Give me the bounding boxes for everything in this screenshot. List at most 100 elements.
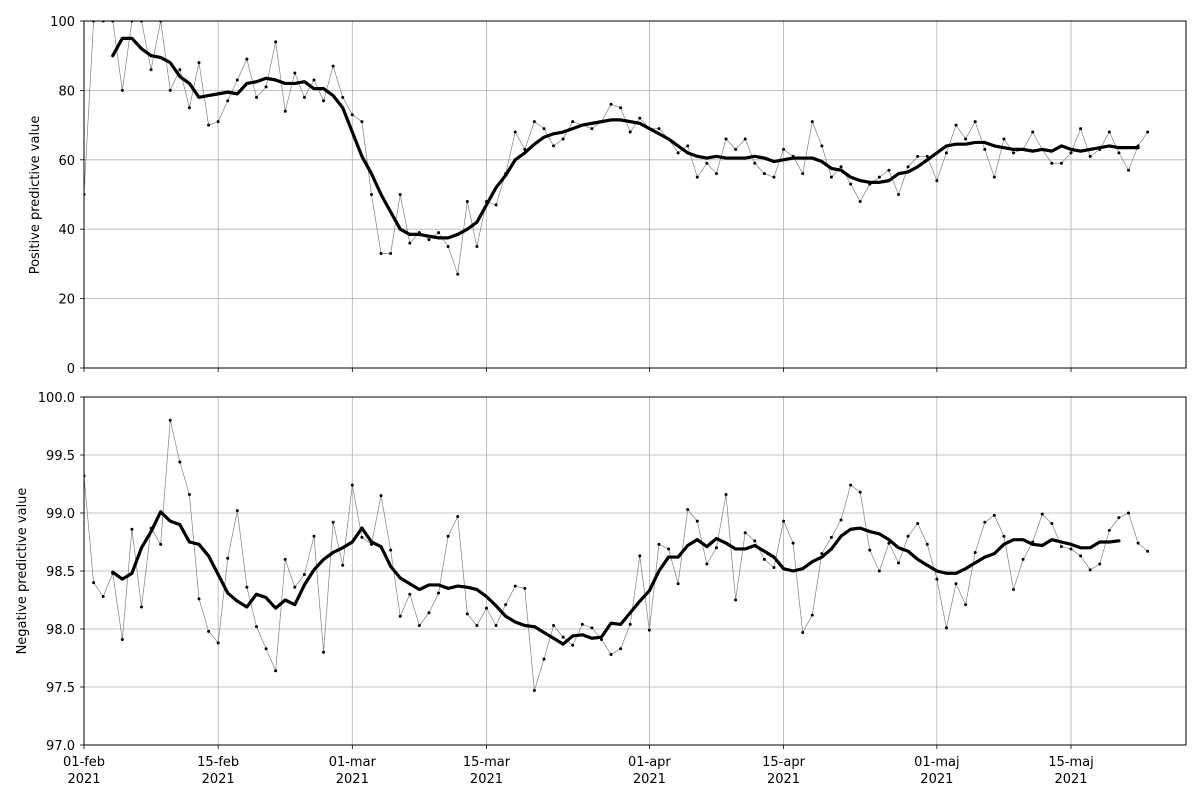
npv-daily-point (513, 584, 517, 588)
ppv-daily-point (561, 137, 565, 141)
npv-daily-point (762, 557, 766, 561)
npv-daily-point (130, 527, 134, 531)
npv-daily-point (686, 508, 690, 512)
npv-daily-point (973, 550, 977, 554)
npv-daily-point (92, 581, 96, 585)
x-tick-label-date: 01-feb (63, 755, 105, 770)
npv-daily-point (274, 669, 278, 673)
ppv-daily-point (992, 175, 996, 179)
x-tick-label-year: 2021 (67, 772, 100, 787)
npv-y-tick-label: 99.5 (46, 449, 75, 464)
npv-daily-line (84, 419, 1149, 691)
npv-daily-point (983, 520, 987, 524)
npv-daily-point (475, 624, 479, 628)
ppv-daily-point (724, 137, 728, 141)
npv-daily-point (849, 483, 853, 487)
x-tick-label-year: 2021 (202, 772, 235, 787)
ppv-plot-frame (83, 20, 1187, 369)
npv-daily-point (532, 688, 536, 692)
npv-daily-point (964, 603, 968, 607)
npv-daily-point (638, 554, 642, 558)
npv-daily-point (714, 546, 718, 550)
npv-daily-point (1127, 511, 1130, 515)
x-tick-label-date: 15-mar (463, 755, 511, 770)
npv-daily-point (293, 585, 297, 589)
npv-daily-point (207, 629, 211, 633)
npv-daily-point (331, 520, 335, 524)
ppv-daily-line (84, 21, 1149, 275)
ppv-x-axis (83, 368, 1072, 372)
npv-daily-point (858, 490, 862, 494)
npv-series-layer (84, 418, 1150, 692)
npv-daily-point (417, 624, 421, 628)
x-tick-label-year: 2021 (336, 772, 369, 787)
ppv-daily-point (916, 154, 920, 158)
npv-daily-point (398, 614, 402, 618)
npv-daily-point (580, 622, 584, 626)
ppv-y-tick-label: 20 (58, 293, 75, 308)
npv-daily-point (1088, 568, 1092, 572)
ppv-daily-point (465, 199, 469, 203)
npv-daily-point (667, 547, 671, 551)
ppv-daily-point (829, 175, 833, 179)
ppv-y-axis-label: Positive predictive value (28, 116, 43, 275)
ppv-daily-point (494, 203, 498, 207)
ppv-daily-point (283, 109, 287, 113)
npv-daily-point (782, 519, 786, 523)
ppv-daily-point (887, 168, 891, 172)
ppv-daily-point (571, 120, 575, 124)
npv-daily-point (1107, 528, 1111, 532)
ppv-daily-point (1059, 161, 1063, 165)
npv-daily-point (235, 509, 239, 513)
ppv-daily-point (590, 127, 594, 131)
npv-daily-point (552, 624, 556, 628)
npv-y-axis: 97.0 97.5 98.0 98.5 99.0 99.5 100.0 (38, 391, 84, 754)
npv-daily-point (1136, 541, 1140, 545)
x-tick-label-date: 01-apr (628, 755, 671, 770)
ppv-daily-point (1107, 130, 1111, 134)
npv-daily-point (1059, 545, 1063, 549)
ppv-y-tick-label: 0 (67, 362, 75, 377)
ppv-daily-point (293, 71, 297, 75)
ppv-daily-point (609, 102, 613, 106)
npv-daily-point (264, 647, 268, 651)
ppv-daily-point (762, 172, 766, 176)
ppv-daily-point (954, 123, 958, 127)
ppv-daily-point (1069, 151, 1073, 155)
ppv-daily-point (1002, 137, 1006, 141)
npv-y-tick-label: 97.5 (46, 681, 75, 696)
ppv-daily-point (302, 95, 306, 99)
ppv-daily-point (312, 78, 316, 82)
npv-daily-point (197, 597, 201, 601)
ppv-daily-point (1050, 161, 1054, 165)
npv-daily-point (178, 460, 182, 464)
npv-daily-point (868, 548, 872, 552)
ppv-daily-point (686, 144, 690, 148)
npv-daily-point (254, 625, 258, 629)
npv-daily-point (101, 595, 105, 599)
x-tick-label-date: 01-maj (914, 755, 959, 770)
ppv-daily-point (207, 123, 211, 127)
npv-daily-point (484, 606, 488, 610)
ppv-daily-point (235, 78, 239, 82)
npv-daily-point (312, 534, 316, 538)
npv-daily-point (609, 653, 613, 657)
ppv-daily-point (695, 175, 699, 179)
npv-smoothed-line (111, 510, 1121, 646)
x-tick-label-year: 2021 (633, 772, 666, 787)
npv-daily-point (389, 548, 393, 552)
ppv-daily-point (973, 120, 977, 124)
npv-daily-point (1002, 534, 1006, 538)
ppv-daily-point (1079, 127, 1083, 131)
ppv-daily-point (446, 245, 450, 249)
npv-y-axis-label: Negative predictive value (15, 488, 30, 655)
x-tick-label-date: 15-maj (1048, 755, 1093, 770)
x-tick-label-date: 01-mar (329, 755, 377, 770)
npv-daily-point (350, 483, 354, 487)
ppv-daily-point (1146, 130, 1150, 134)
ppv-daily-point (389, 251, 393, 255)
npv-panel: 97.0 97.5 98.0 98.5 99.0 99.5 100.0 01-feb 2021… (15, 391, 1187, 787)
npv-daily-point (954, 582, 958, 586)
ppv-daily-point (542, 127, 546, 131)
